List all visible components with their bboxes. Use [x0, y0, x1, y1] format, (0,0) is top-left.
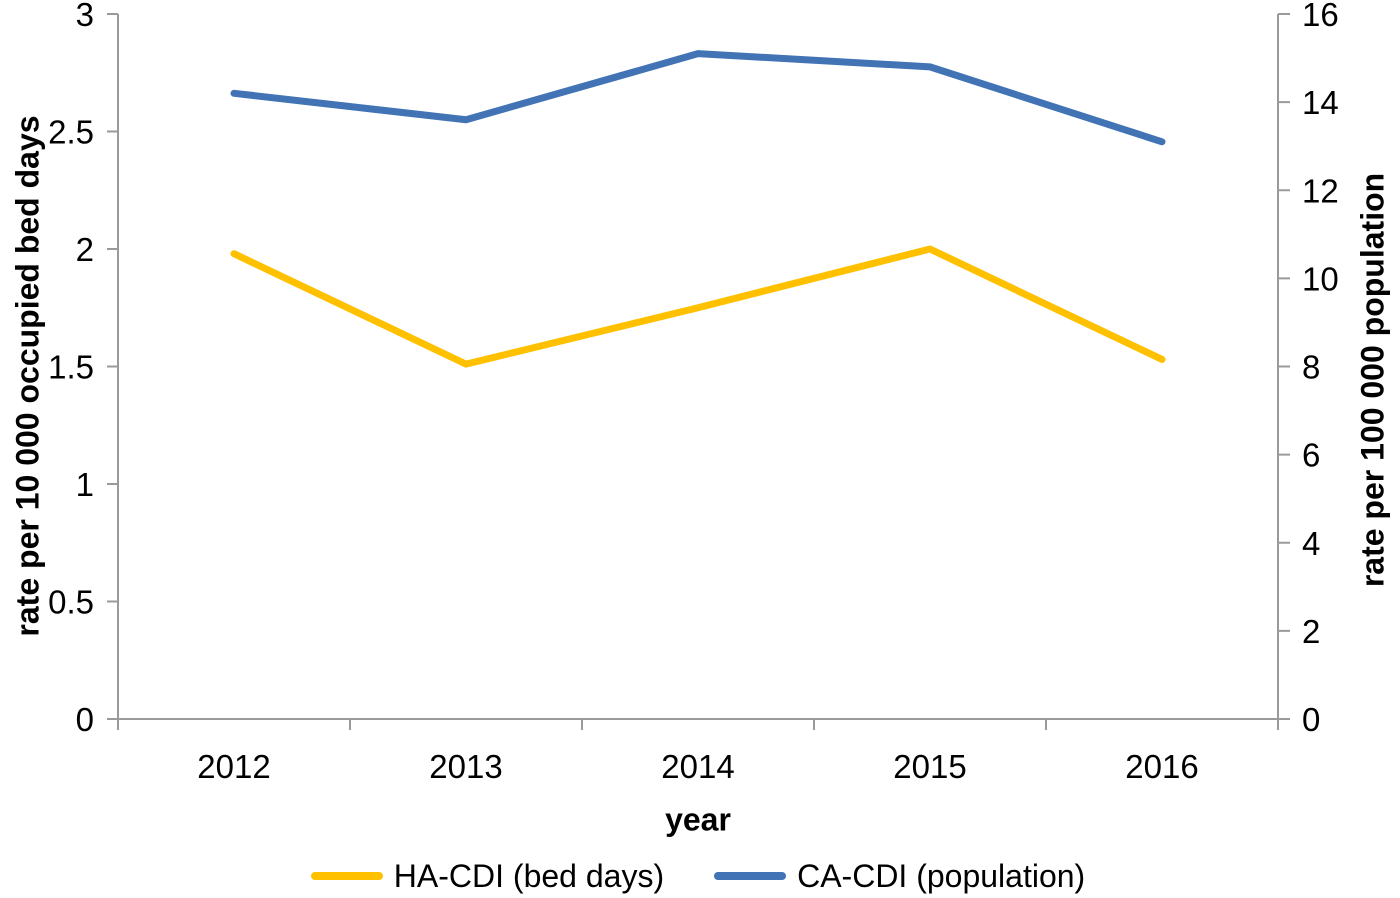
legend: HA-CDI (bed days) CA-CDI (population)	[118, 855, 1278, 897]
left-axis-title: rate per 10 000 occupied bed days	[9, 115, 46, 637]
x-axis-tick-label: 2013	[429, 748, 502, 785]
left-axis-tick-label: 2.5	[48, 114, 94, 151]
x-axis-tick-label: 2014	[661, 748, 734, 785]
left-axis-tick-label: 0	[76, 701, 94, 738]
right-axis-tick-label: 10	[1302, 260, 1339, 297]
right-axis-tick-label: 0	[1302, 701, 1320, 738]
series-line-ca-cdi	[230, 50, 1166, 146]
legend-item-ca-cdi: CA-CDI (population)	[714, 858, 1085, 895]
x-axis-tick-label: 2015	[893, 748, 966, 785]
left-axis-tick-label: 0.5	[48, 584, 94, 621]
ha-cdi-line-swatch-icon	[310, 872, 383, 880]
x-axis-tick-label: 2016	[1125, 748, 1198, 785]
left-axis-tick-label: 1	[76, 466, 94, 503]
left-axis-tick-label: 3	[76, 0, 94, 33]
right-axis-tick-label: 6	[1302, 437, 1320, 474]
left-axis-tick-label: 1.5	[48, 349, 94, 386]
right-axis-tick-label: 8	[1302, 349, 1320, 386]
ca-cdi-line-swatch-icon	[714, 872, 787, 880]
right-axis-tick-label: 4	[1302, 525, 1320, 562]
series-line-ha-cdi	[230, 245, 1166, 368]
right-axis-tick-label: 14	[1302, 84, 1339, 121]
right-axis-tick-label: 2	[1302, 613, 1320, 650]
left-axis-tick-label: 2	[76, 231, 94, 268]
x-axis-title: year	[665, 801, 731, 838]
right-axis-title: rate per 100 000 population	[1354, 172, 1391, 588]
x-axis-tick-label: 2012	[197, 748, 270, 785]
right-axis-tick-label: 16	[1302, 0, 1339, 33]
legend-label-ha-cdi: HA-CDI (bed days)	[393, 857, 665, 894]
legend-label-ca-cdi: CA-CDI (population)	[797, 857, 1086, 894]
legend-item-ha-cdi: HA-CDI (bed days)	[310, 857, 665, 895]
right-axis-tick-label: 12	[1302, 172, 1339, 209]
